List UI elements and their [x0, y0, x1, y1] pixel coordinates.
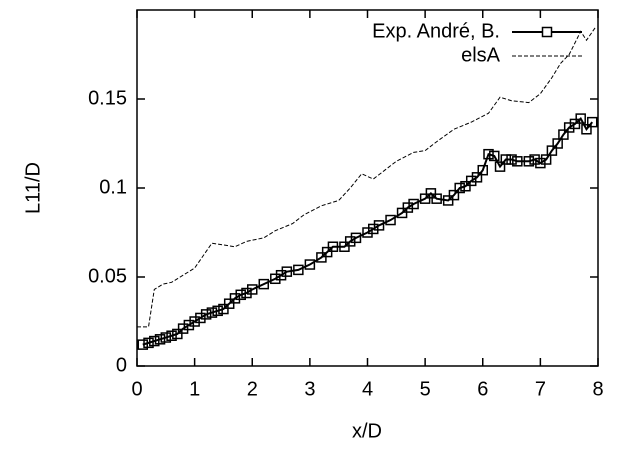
data-point	[465, 175, 477, 187]
data-point	[149, 335, 160, 347]
data-point	[200, 309, 212, 320]
data-point	[402, 202, 414, 213]
legend-marker	[541, 26, 553, 38]
y-axis-label: L11/D	[22, 162, 44, 214]
x-tick-label: 4	[362, 378, 373, 400]
x-tick-label: 7	[535, 378, 546, 400]
data-point	[218, 303, 229, 315]
data-point	[558, 129, 569, 140]
data-point	[154, 334, 166, 345]
data-point	[425, 188, 437, 199]
data-point	[223, 298, 235, 309]
data-point	[327, 241, 339, 252]
data-point	[281, 266, 293, 277]
legend-label: elsA	[461, 44, 501, 66]
data-point	[408, 198, 419, 210]
x-tick-label: 8	[592, 378, 603, 400]
data-point	[586, 116, 598, 128]
y-tick-label: 0.05	[88, 265, 127, 287]
x-tick-label: 3	[304, 378, 315, 400]
data-point	[500, 154, 512, 165]
x-tick-label: 6	[477, 378, 488, 400]
data-point	[235, 289, 246, 301]
data-point	[494, 161, 506, 172]
x-axis-label: x/D	[352, 420, 382, 442]
data-point	[143, 337, 154, 349]
data-point	[241, 287, 252, 299]
data-point	[569, 118, 581, 130]
data-point	[385, 214, 396, 226]
data-point	[442, 195, 454, 206]
data-point	[177, 323, 189, 334]
data-point	[529, 154, 540, 165]
data-point	[460, 180, 471, 192]
data-point	[339, 241, 350, 252]
data-point	[512, 156, 523, 167]
data-point	[189, 316, 200, 327]
data-point	[206, 307, 218, 318]
data-point	[350, 232, 362, 244]
data-point	[183, 319, 195, 331]
data-point	[540, 154, 552, 165]
series-line	[137, 27, 596, 328]
data-point	[546, 145, 558, 156]
data-point	[373, 220, 385, 231]
data-point	[563, 122, 575, 133]
y-tick-label: 0.1	[99, 176, 127, 198]
data-point	[321, 246, 333, 258]
data-point	[137, 339, 149, 350]
series-line	[142, 116, 594, 346]
data-point	[304, 259, 316, 270]
data-point	[247, 284, 258, 295]
data-point	[431, 193, 442, 204]
data-point	[344, 236, 356, 247]
x-tick-label: 5	[420, 378, 431, 400]
data-point	[270, 273, 281, 285]
x-tick-label: 0	[131, 378, 142, 400]
data-point	[362, 227, 373, 238]
data-point	[477, 164, 488, 176]
data-point	[489, 150, 500, 162]
plot-frame	[136, 9, 599, 367]
data-point	[166, 330, 177, 341]
data-point	[212, 305, 223, 317]
data-point	[448, 189, 460, 201]
data-point	[316, 252, 327, 263]
data-point	[275, 269, 287, 281]
y-tick-label: 0.15	[88, 87, 127, 109]
data-point	[483, 148, 494, 160]
data-point	[160, 332, 172, 343]
data-point	[419, 193, 431, 204]
data-point	[581, 124, 592, 135]
data-point	[396, 207, 408, 219]
data-point	[258, 278, 270, 290]
data-point	[523, 156, 535, 167]
data-point	[454, 182, 465, 194]
y-tick-label: 0	[116, 354, 127, 376]
x-tick-label: 1	[189, 378, 200, 400]
x-tick-label: 2	[247, 378, 258, 400]
data-point	[172, 328, 183, 340]
data-point	[575, 113, 586, 124]
data-point	[535, 157, 546, 169]
data-point	[195, 312, 206, 324]
data-point	[229, 293, 241, 304]
data-point	[368, 223, 379, 235]
data-point	[552, 138, 563, 149]
data-point	[293, 264, 304, 276]
data-point	[506, 154, 517, 165]
data-point	[471, 172, 483, 183]
legend-label: Exp. André, B.	[372, 20, 500, 42]
